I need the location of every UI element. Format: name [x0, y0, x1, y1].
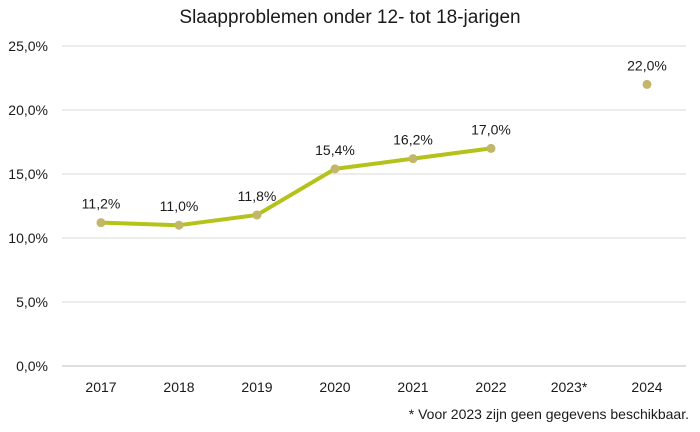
data-label: 16,2% — [393, 132, 433, 148]
series-group — [96, 79, 652, 230]
data-label: 22,0% — [627, 57, 667, 73]
y-tick-label: 25,0% — [8, 38, 48, 54]
data-point — [174, 220, 184, 230]
x-tick-label: 2017 — [85, 379, 116, 395]
x-tick-label: 2021 — [397, 379, 428, 395]
gridlines — [62, 45, 686, 367]
y-tick-label: 5,0% — [16, 294, 48, 310]
data-labels: 11,2% 11,0% 11,8% 15,4% 16,2% 17,0% 22,0% — [82, 57, 667, 214]
y-tick-label: 0,0% — [16, 358, 48, 374]
data-label: 11,8% — [238, 188, 277, 204]
data-point — [486, 143, 496, 153]
y-tick-label: 15,0% — [8, 166, 48, 182]
data-label: 11,0% — [160, 198, 199, 214]
x-tick-label: 2019 — [241, 379, 272, 395]
x-tick-label: 2018 — [163, 379, 194, 395]
data-point — [330, 164, 340, 174]
data-point — [96, 218, 106, 228]
chart-title: Slaapproblemen onder 12- tot 18-jarigen — [179, 7, 520, 28]
x-axis-ticks: 2017 2018 2019 2020 2021 2022 2023* 2024 — [85, 379, 662, 395]
series-line — [99, 146, 493, 228]
x-tick-label: 2023* — [551, 379, 588, 395]
x-tick-label: 2020 — [319, 379, 350, 395]
data-point — [252, 210, 262, 220]
data-point — [408, 154, 418, 164]
data-point — [642, 79, 652, 89]
data-label: 15,4% — [315, 142, 355, 158]
y-tick-label: 20,0% — [8, 102, 48, 118]
data-label: 11,2% — [82, 196, 121, 212]
x-tick-label: 2024 — [631, 379, 662, 395]
y-axis-ticks: 0,0% 5,0% 10,0% 15,0% 20,0% 25,0% — [8, 38, 48, 374]
x-tick-label: 2022 — [475, 379, 506, 395]
data-label: 17,0% — [471, 121, 511, 137]
footnote: * Voor 2023 zijn geen gegevens beschikba… — [409, 406, 689, 422]
y-tick-label: 10,0% — [8, 230, 48, 246]
